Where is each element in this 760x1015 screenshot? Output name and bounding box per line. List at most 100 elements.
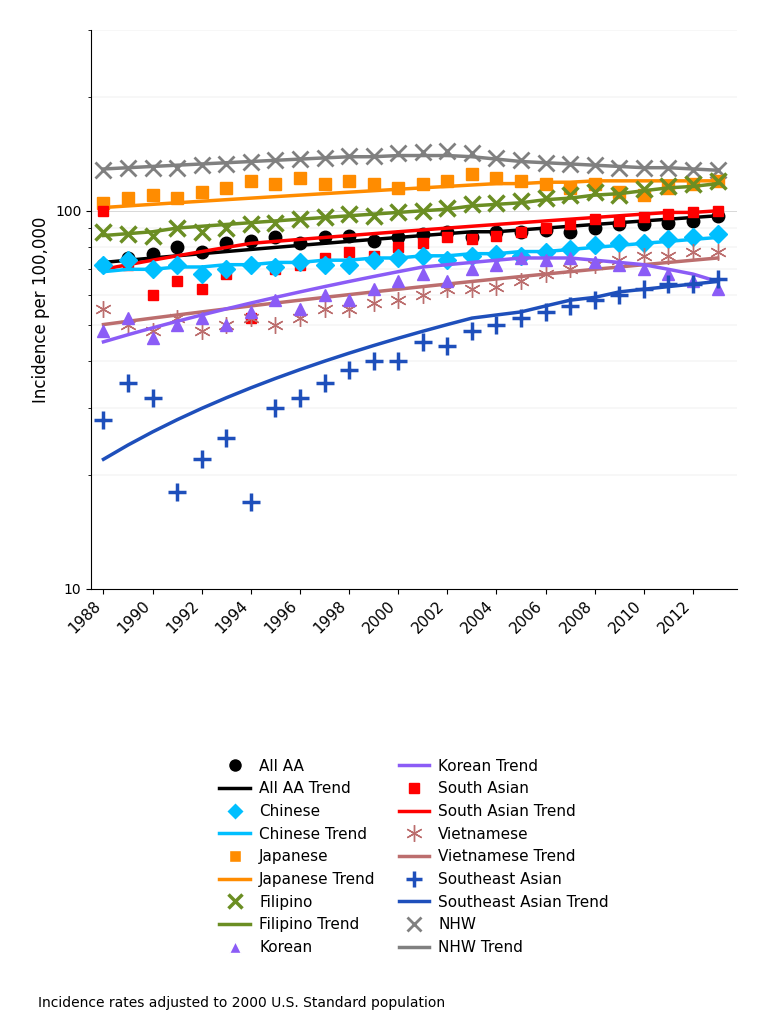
Legend: All AA, All AA Trend, Chinese, Chinese Trend, Japanese, Japanese Trend, Filipino: All AA, All AA Trend, Chinese, Chinese T… <box>214 753 615 961</box>
Southeast Asian <box>246 495 255 508</box>
Japanese <box>689 178 698 190</box>
All AA <box>99 259 108 271</box>
NHW <box>565 158 575 171</box>
All AA Trend <box>615 216 624 228</box>
NHW Trend <box>541 156 550 168</box>
Japanese <box>591 178 600 190</box>
Korean <box>148 332 157 344</box>
All AA <box>664 216 673 228</box>
Chinese <box>123 254 132 266</box>
Vietnamese <box>664 250 673 262</box>
All AA Trend <box>418 229 427 242</box>
Filipino Trend <box>271 215 280 227</box>
Korean <box>197 312 206 324</box>
Southeast Asian Trend <box>173 414 182 426</box>
Chinese <box>148 263 157 275</box>
South Asian Trend <box>492 218 501 230</box>
Korean <box>394 275 403 287</box>
All AA <box>369 235 378 248</box>
Filipino Trend <box>148 225 157 238</box>
All AA <box>173 242 182 254</box>
Southeast Asian Trend <box>394 332 403 344</box>
All AA <box>320 231 329 244</box>
Filipino Trend <box>418 205 427 217</box>
Filipino Trend <box>394 206 403 218</box>
Filipino <box>369 210 378 222</box>
Southeast Asian <box>394 355 403 367</box>
Chinese <box>246 259 255 271</box>
Vietnamese <box>615 254 624 266</box>
Southeast Asian Trend <box>197 402 206 414</box>
Chinese Trend <box>689 233 698 246</box>
Chinese Trend <box>369 252 378 264</box>
South Asian Trend <box>344 229 353 242</box>
Japanese Trend <box>664 175 673 187</box>
Japanese <box>197 186 206 198</box>
NHW <box>591 159 600 172</box>
South Asian Trend <box>689 206 698 218</box>
Line: Chinese Trend: Chinese Trend <box>103 238 717 272</box>
Vietnamese <box>296 312 305 324</box>
South Asian Trend <box>664 206 673 218</box>
Southeast Asian <box>517 312 526 324</box>
All AA <box>296 238 305 250</box>
South Asian Trend <box>517 216 526 228</box>
Vietnamese <box>418 288 427 300</box>
South Asian <box>418 238 427 250</box>
All AA Trend <box>148 252 157 264</box>
Korean Trend <box>369 270 378 282</box>
Chinese Trend <box>541 246 550 258</box>
Vietnamese Trend <box>173 309 182 321</box>
Vietnamese <box>467 283 477 295</box>
Korean <box>591 257 600 269</box>
NHW Trend <box>565 158 575 171</box>
Korean <box>320 288 329 300</box>
Filipino Trend <box>591 189 600 201</box>
Chinese <box>99 259 108 271</box>
Vietnamese <box>320 302 329 315</box>
Japanese Trend <box>123 200 132 212</box>
Southeast Asian Trend <box>689 278 698 290</box>
Chinese <box>541 246 550 258</box>
Japanese Trend <box>99 201 108 213</box>
Text: Incidence rates adjusted to 2000 U.S. Standard population: Incidence rates adjusted to 2000 U.S. St… <box>38 996 445 1010</box>
Southeast Asian <box>320 377 329 389</box>
Filipino Trend <box>541 194 550 206</box>
Korean Trend <box>639 259 648 271</box>
South Asian Trend <box>443 222 452 234</box>
Chinese Trend <box>565 244 575 256</box>
Japanese Trend <box>565 177 575 189</box>
Southeast Asian Trend <box>591 291 600 303</box>
Chinese Trend <box>99 266 108 278</box>
All AA <box>639 218 648 230</box>
Japanese <box>443 175 452 187</box>
Korean <box>492 259 501 271</box>
NHW Trend <box>664 161 673 174</box>
Vietnamese Trend <box>296 294 305 307</box>
South Asian <box>296 259 305 271</box>
Southeast Asian Trend <box>123 438 132 451</box>
Japanese <box>99 197 108 209</box>
All AA Trend <box>689 211 698 223</box>
Southeast Asian Trend <box>467 312 477 324</box>
Chinese Trend <box>394 252 403 264</box>
Southeast Asian Trend <box>246 382 255 394</box>
Vietnamese <box>344 302 353 315</box>
Vietnamese <box>639 250 648 262</box>
Chinese <box>492 248 501 260</box>
NHW <box>615 161 624 174</box>
South Asian Trend <box>296 233 305 246</box>
Southeast Asian <box>418 336 427 348</box>
South Asian <box>271 263 280 275</box>
Vietnamese Trend <box>418 280 427 292</box>
Line: All AA Trend: All AA Trend <box>103 216 717 263</box>
NHW <box>467 147 477 159</box>
Southeast Asian <box>173 486 182 498</box>
Chinese <box>664 233 673 246</box>
South Asian <box>99 205 108 217</box>
Vietnamese Trend <box>591 263 600 275</box>
Korean <box>246 306 255 318</box>
NHW <box>443 145 452 157</box>
Japanese <box>173 192 182 204</box>
NHW Trend <box>246 155 255 167</box>
